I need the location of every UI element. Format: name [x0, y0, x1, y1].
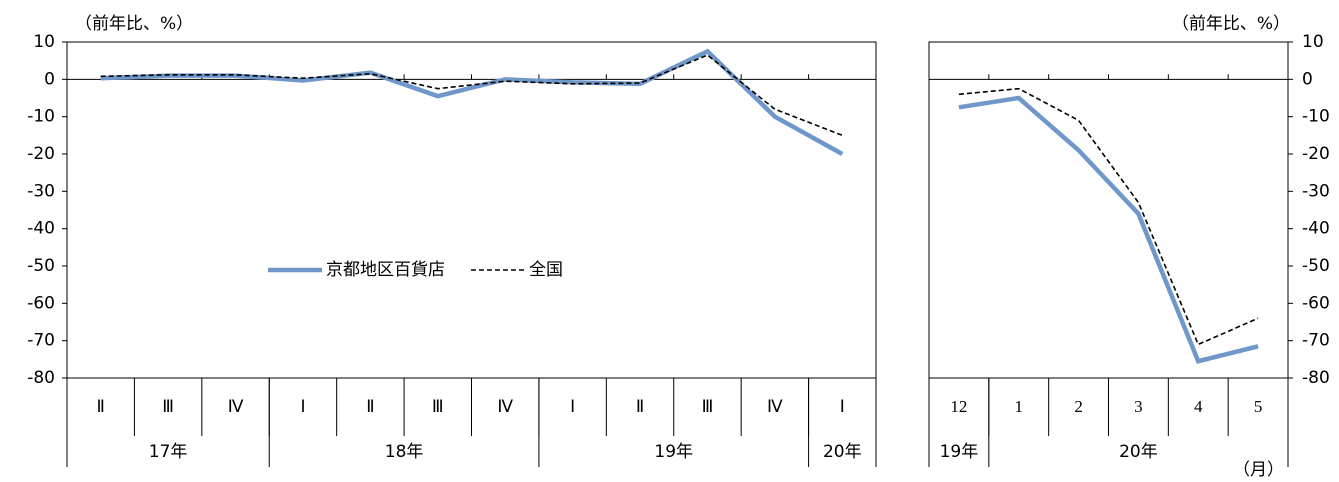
y-tick-label: -70 — [1302, 331, 1330, 351]
x-tick-label: 12 — [950, 397, 967, 416]
y-tick-label: -10 — [27, 107, 55, 127]
x-tick-label: Ⅰ — [840, 397, 845, 416]
y-tick-label: 10 — [1302, 32, 1324, 52]
group-label: 18年 — [385, 442, 424, 462]
x-tick-label: Ⅱ — [366, 397, 374, 416]
x-tick-label: Ⅲ — [432, 397, 444, 416]
group-label: 20年 — [823, 442, 862, 462]
y-tick-label: -40 — [1302, 219, 1330, 239]
x-axis-unit: （月） — [1233, 460, 1284, 480]
series-line — [100, 54, 843, 137]
x-tick-label: Ⅱ — [636, 397, 644, 416]
x-tick-label: 3 — [1134, 397, 1143, 416]
y-tick-label: -40 — [27, 219, 55, 239]
series-line — [958, 95, 1259, 364]
y-tick-label: -80 — [27, 368, 55, 388]
x-tick-label: 2 — [1074, 397, 1083, 416]
y-axis-unit: （前年比、%） — [1172, 14, 1290, 34]
series-line — [958, 87, 1259, 346]
y-tick-label: -70 — [27, 331, 55, 351]
y-tick-label: -50 — [27, 256, 55, 276]
y-tick-label: -60 — [27, 293, 55, 313]
y-tick-label: -80 — [1302, 368, 1330, 388]
group-label: 19年 — [940, 442, 979, 462]
y-tick-label: -30 — [27, 181, 55, 201]
x-tick-label: 1 — [1015, 397, 1024, 416]
y-tick-label: 0 — [1302, 69, 1313, 89]
x-tick-label: Ⅱ — [97, 397, 105, 416]
x-tick-label: Ⅳ — [228, 397, 244, 416]
x-tick-label: Ⅲ — [702, 397, 714, 416]
y-tick-label: -60 — [1302, 293, 1330, 313]
y-tick-label: -20 — [1302, 144, 1330, 164]
y-tick-label: -10 — [1302, 107, 1330, 127]
x-tick-label: Ⅰ — [300, 397, 305, 416]
y-tick-label: -50 — [1302, 256, 1330, 276]
x-tick-label: Ⅰ — [570, 397, 575, 416]
series-line — [100, 48, 844, 156]
legend-label: 京都地区百貨店 — [326, 260, 445, 280]
group-label: 20年 — [1119, 442, 1158, 462]
y-axis-unit: （前年比、%） — [75, 14, 193, 34]
group-label: 17年 — [149, 442, 188, 462]
y-tick-label: 10 — [33, 32, 55, 52]
y-tick-label: -30 — [1302, 181, 1330, 201]
x-tick-label: Ⅳ — [497, 397, 513, 416]
y-tick-label: 0 — [44, 69, 55, 89]
x-tick-label: 4 — [1194, 397, 1203, 416]
x-tick-label: Ⅲ — [162, 397, 174, 416]
legend-label: 全国 — [529, 260, 563, 280]
group-label: 19年 — [654, 442, 693, 462]
x-tick-label: 5 — [1254, 397, 1263, 416]
x-tick-label: Ⅳ — [767, 397, 783, 416]
y-tick-label: -20 — [27, 144, 55, 164]
